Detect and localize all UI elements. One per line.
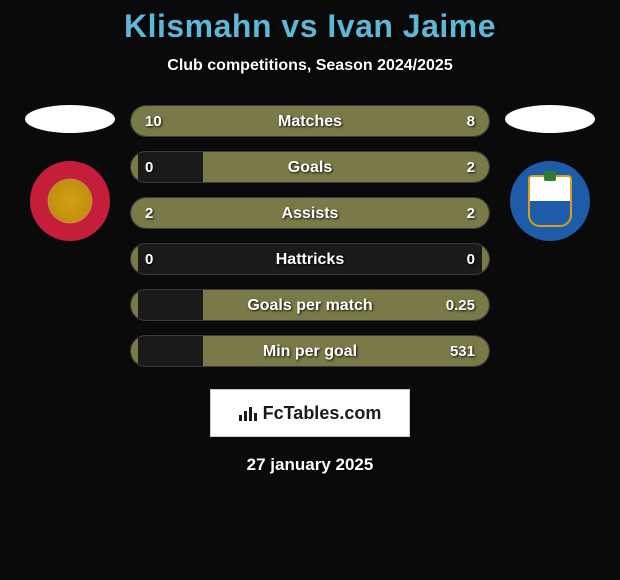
stats-column: Matches108Goals02Assists22Hattricks00Goa… xyxy=(130,105,490,367)
player-right-avatar-placeholder xyxy=(505,105,595,133)
stat-bar: Min per goal531 xyxy=(130,335,490,367)
stat-value-right: 0 xyxy=(467,244,475,275)
stat-value-right: 0.25 xyxy=(446,290,475,321)
club-badge-right xyxy=(510,161,590,241)
stat-bar: Hattricks0 0 xyxy=(130,243,490,275)
stat-bar: Goals per match0.25 xyxy=(130,289,490,321)
stat-value-left: 0 xyxy=(145,152,153,183)
stat-bar: Goals0 2 xyxy=(130,151,490,183)
page-title: Klismahn vs Ivan Jaime xyxy=(124,8,496,45)
stat-value-left: 0 xyxy=(145,244,153,275)
brand-text: FcTables.com xyxy=(263,403,382,424)
stat-label: Hattricks xyxy=(131,244,489,275)
stat-label: Min per goal xyxy=(131,336,489,367)
club-badge-left xyxy=(30,161,110,241)
stat-value-right: 2 xyxy=(467,152,475,183)
stat-bar: Assists2 2 xyxy=(130,197,490,229)
player-left-avatar-placeholder xyxy=(25,105,115,133)
stat-value-left: 2 xyxy=(145,198,153,229)
content-row: Matches108Goals02Assists22Hattricks00Goa… xyxy=(0,105,620,367)
date-text: 27 january 2025 xyxy=(247,455,374,475)
stat-value-right: 531 xyxy=(450,336,475,367)
stat-label: Goals per match xyxy=(131,290,489,321)
brand-bars-icon xyxy=(239,405,257,421)
stat-value-left: 10 xyxy=(145,106,162,137)
stat-label: Goals xyxy=(131,152,489,183)
stat-value-right: 2 xyxy=(467,198,475,229)
stat-label: Assists xyxy=(131,198,489,229)
brand-box: FcTables.com xyxy=(210,389,410,437)
stat-label: Matches xyxy=(131,106,489,137)
page-subtitle: Club competitions, Season 2024/2025 xyxy=(167,57,452,75)
player-left-column xyxy=(20,105,120,241)
stat-value-right: 8 xyxy=(467,106,475,137)
main-container: Klismahn vs Ivan Jaime Club competitions… xyxy=(0,0,620,580)
stat-bar: Matches10 8 xyxy=(130,105,490,137)
player-right-column xyxy=(500,105,600,241)
